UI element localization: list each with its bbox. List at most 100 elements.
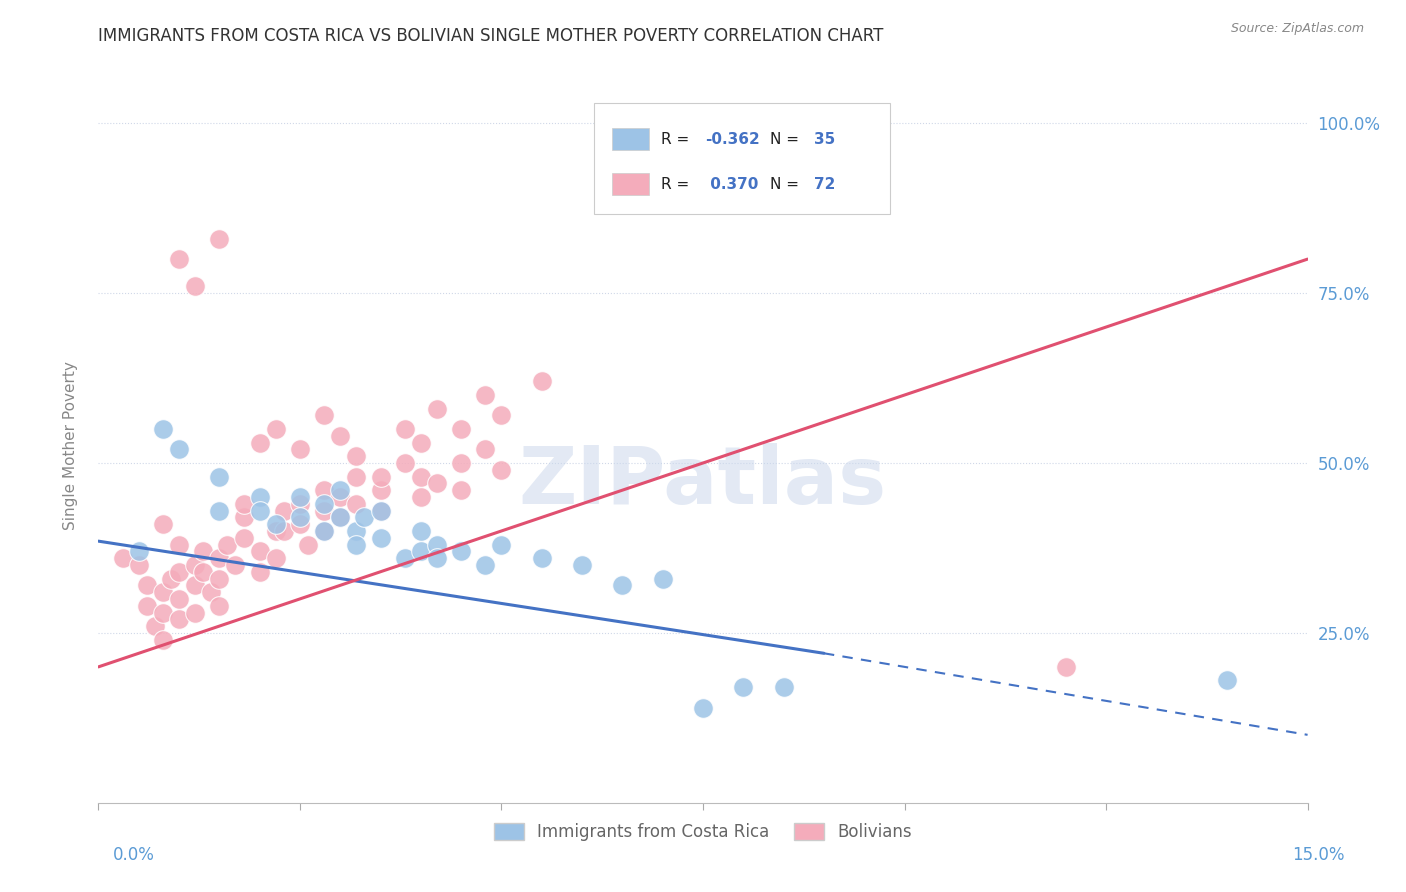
Point [208, 599, 231, 613]
Point [152, 606, 174, 620]
Point [612, 578, 634, 592]
Text: R =: R = [661, 132, 693, 146]
Point [370, 531, 392, 545]
Point [208, 503, 231, 517]
Point [288, 497, 311, 511]
Point [264, 517, 287, 532]
Point [143, 619, 166, 633]
Point [167, 537, 190, 551]
Point [353, 510, 375, 524]
Point [297, 537, 319, 551]
Point [167, 612, 190, 626]
Point [314, 503, 336, 517]
Point [167, 591, 190, 606]
Point [329, 483, 352, 498]
Point [208, 551, 231, 566]
Point [249, 544, 271, 558]
Text: N =: N = [769, 177, 803, 192]
Point [167, 442, 190, 457]
Point [249, 490, 271, 504]
Point [344, 497, 367, 511]
Point [314, 524, 336, 538]
Point [232, 497, 254, 511]
Point [288, 517, 311, 532]
Point [288, 510, 311, 524]
Point [426, 551, 449, 566]
Text: R =: R = [661, 177, 693, 192]
Text: 0.0%: 0.0% [112, 846, 155, 863]
FancyBboxPatch shape [595, 103, 890, 214]
Point [329, 490, 352, 504]
Point [491, 537, 513, 551]
Point [530, 551, 553, 566]
Point [692, 700, 714, 714]
Point [152, 422, 174, 436]
Text: 15.0%: 15.0% [1292, 846, 1346, 863]
Point [450, 483, 472, 498]
Point [1054, 660, 1077, 674]
Text: N =: N = [769, 132, 803, 146]
Point [394, 422, 416, 436]
Point [344, 469, 367, 483]
Point [329, 429, 352, 443]
Point [288, 490, 311, 504]
Point [152, 632, 174, 647]
Text: 72: 72 [814, 177, 835, 192]
Point [135, 578, 157, 592]
Point [184, 279, 207, 293]
Point [329, 510, 352, 524]
Point [409, 490, 432, 504]
Point [314, 483, 336, 498]
Point [426, 401, 449, 416]
Point [474, 558, 496, 572]
Point [111, 551, 134, 566]
Point [160, 572, 183, 586]
Point [232, 531, 254, 545]
Point [167, 565, 190, 579]
Point [249, 435, 271, 450]
Legend: Immigrants from Costa Rica, Bolivians: Immigrants from Costa Rica, Bolivians [486, 816, 920, 848]
Point [571, 558, 593, 572]
Point [249, 565, 271, 579]
Point [314, 524, 336, 538]
Point [474, 388, 496, 402]
Point [264, 422, 287, 436]
Point [167, 252, 190, 266]
Point [426, 476, 449, 491]
Point [288, 442, 311, 457]
Point [394, 551, 416, 566]
Text: 35: 35 [814, 132, 835, 146]
Point [409, 435, 432, 450]
Point [224, 558, 246, 572]
Y-axis label: Single Mother Poverty: Single Mother Poverty [63, 361, 77, 531]
Point [184, 606, 207, 620]
Point [232, 510, 254, 524]
Point [344, 537, 367, 551]
Point [409, 469, 432, 483]
Point [450, 544, 472, 558]
Point [733, 680, 755, 694]
Text: -0.362: -0.362 [706, 132, 761, 146]
Point [152, 585, 174, 599]
Point [208, 572, 231, 586]
Point [450, 456, 472, 470]
Point [200, 585, 222, 599]
Point [184, 578, 207, 592]
Point [264, 524, 287, 538]
Point [344, 449, 367, 463]
Point [370, 503, 392, 517]
Point [273, 503, 295, 517]
Point [314, 409, 336, 423]
Point [329, 510, 352, 524]
Text: ZIPatlas: ZIPatlas [519, 442, 887, 521]
Point [1216, 673, 1239, 688]
Point [135, 599, 157, 613]
Point [370, 483, 392, 498]
Point [474, 442, 496, 457]
Point [208, 469, 231, 483]
Point [772, 680, 794, 694]
Point [491, 409, 513, 423]
Point [208, 232, 231, 246]
Point [193, 565, 215, 579]
Point [264, 551, 287, 566]
